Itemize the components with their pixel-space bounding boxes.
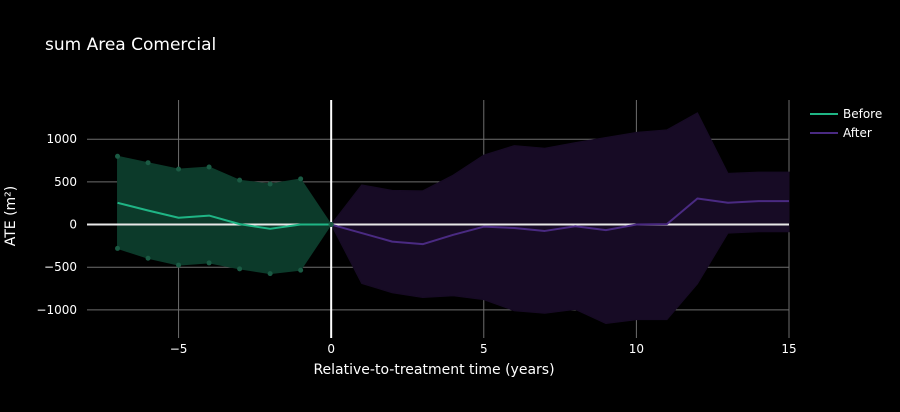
band-upper-point-before-6 [298, 176, 304, 182]
y-tick-label-3: 500 [54, 175, 77, 189]
legend-label-after: After [843, 126, 872, 140]
band-upper-point-before-5 [267, 181, 273, 187]
legend-label-before: Before [843, 107, 882, 121]
band-upper-point-before-0 [115, 153, 121, 159]
legend-item-before[interactable]: Before [810, 107, 882, 121]
band-lower-point-before-2 [176, 262, 182, 268]
series-line-after [330, 197, 789, 246]
x-tick-label-0: −5 [170, 342, 188, 356]
y-axis-ticks: −1000 −500 0 500 1000 [36, 132, 77, 317]
confidence-bands [117, 112, 790, 325]
x-tick-label-4: 15 [781, 342, 796, 356]
band-lower-point-before-4 [237, 266, 243, 272]
x-tick-label-3: 10 [629, 342, 644, 356]
x-axis-ticks: −5 0 5 10 15 [170, 342, 797, 356]
band-upper-point-before-1 [145, 160, 151, 166]
y-axis-title: ATE (m²) [3, 186, 19, 247]
y-tick-label-4: 1000 [46, 132, 77, 146]
band-upper-point-before-3 [206, 164, 212, 170]
band-upper-point-before-2 [176, 166, 182, 172]
band-lower-point-before-3 [206, 260, 212, 266]
band-lower-point-before-6 [298, 267, 304, 273]
band-lower-point-before-0 [115, 245, 121, 251]
band-lower-point-before-1 [145, 255, 151, 261]
band-upper-point-before-4 [237, 177, 243, 183]
y-tick-label-0: −1000 [36, 303, 77, 317]
series-markers [115, 153, 334, 277]
y-tick-label-2: 0 [69, 218, 77, 232]
confidence-band-before [117, 155, 332, 275]
band-lower-point-before-7 [328, 222, 334, 228]
x-axis-title: Relative-to-treatment time (years) [313, 362, 554, 378]
band-lower-point-before-5 [267, 271, 273, 277]
legend: Before After [810, 107, 882, 140]
x-tick-label-2: 5 [480, 342, 488, 356]
x-tick-label-1: 0 [327, 342, 335, 356]
chart-title: sum Area Comercial [45, 35, 216, 55]
y-tick-label-1: −500 [44, 260, 77, 274]
legend-item-after[interactable]: After [810, 126, 872, 140]
series-lines [87, 100, 789, 338]
series-line-before [117, 201, 332, 230]
